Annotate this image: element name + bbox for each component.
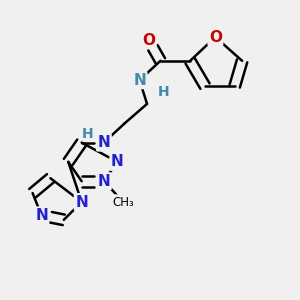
Text: H: H (82, 127, 93, 141)
Text: N: N (75, 194, 88, 209)
Text: O: O (142, 32, 155, 47)
Text: N: N (35, 208, 48, 223)
Text: H: H (158, 85, 169, 99)
Text: N: N (133, 73, 146, 88)
Text: N: N (98, 135, 110, 150)
Text: O: O (209, 30, 222, 45)
Text: N: N (98, 174, 110, 189)
Text: CH₃: CH₃ (112, 196, 134, 208)
Text: N: N (111, 154, 124, 169)
